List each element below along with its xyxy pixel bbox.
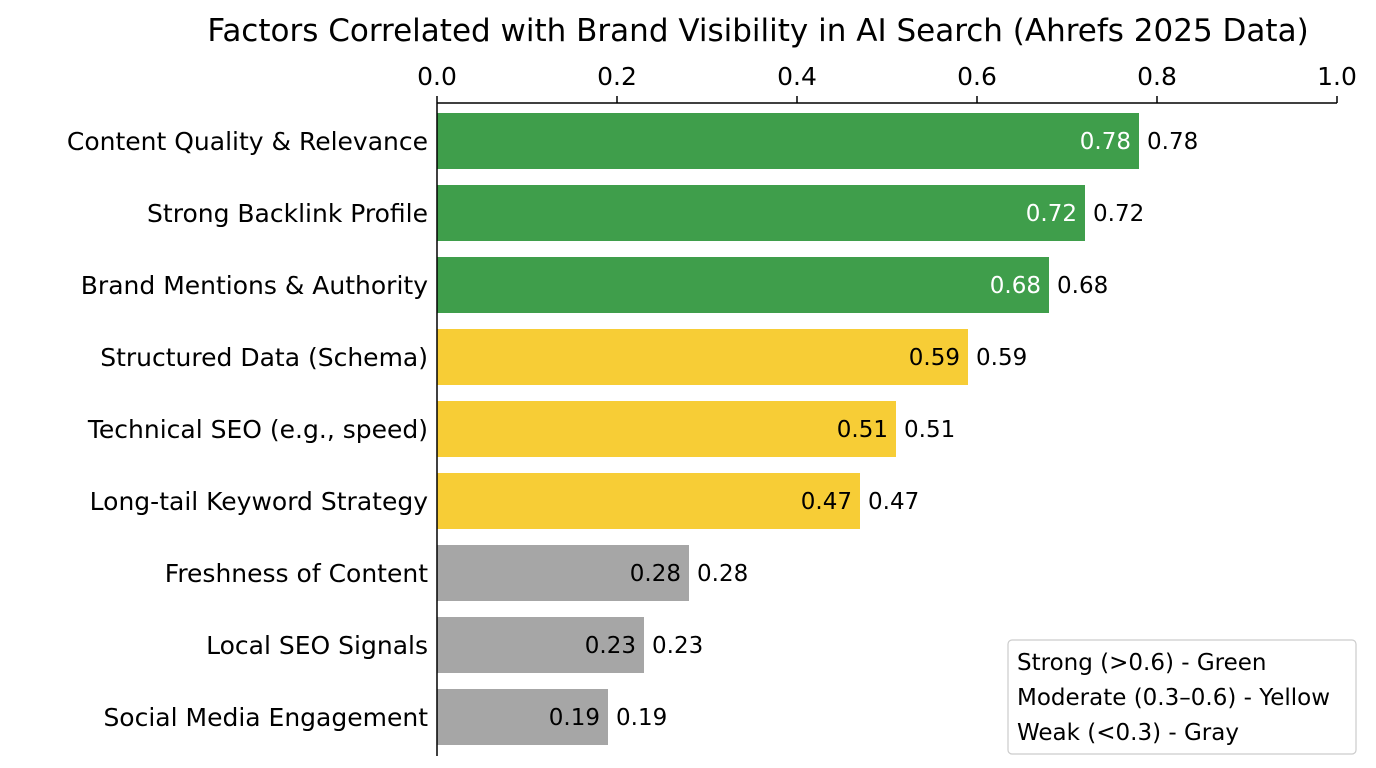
bar-inner-value-label: 0.47: [801, 489, 852, 515]
legend-entry-strong: Strong (>0.6) - Green: [1017, 650, 1267, 676]
category-label: Long-tail Keyword Strategy: [90, 487, 429, 516]
bar: [437, 617, 644, 673]
bar: [437, 329, 968, 385]
bar: [437, 185, 1085, 241]
bar-inner-value-label: 0.28: [630, 561, 681, 587]
category-label: Content Quality & Relevance: [67, 127, 428, 156]
bar-inner-value-label: 0.59: [909, 345, 960, 371]
bar-value-label: 0.28: [697, 561, 748, 587]
bar: [437, 473, 860, 529]
x-tick-label: 0.0: [417, 62, 457, 91]
bar-value-label: 0.59: [976, 345, 1027, 371]
bar-value-label: 0.47: [868, 489, 919, 515]
x-tick-label: 0.8: [1137, 62, 1177, 91]
x-tick-label: 1.0: [1317, 62, 1357, 91]
chart-title: Factors Correlated with Brand Visibility…: [207, 13, 1308, 49]
bar: [437, 113, 1139, 169]
legend-entry-weak: Weak (<0.3) - Gray: [1017, 720, 1239, 746]
bar-value-label: 0.51: [904, 417, 955, 443]
category-label: Structured Data (Schema): [100, 343, 428, 372]
bar-inner-value-label: 0.23: [585, 633, 636, 659]
bar-inner-value-label: 0.19: [549, 705, 600, 731]
x-tick-label: 0.6: [957, 62, 997, 91]
category-label: Freshness of Content: [165, 559, 428, 588]
x-tick-label: 0.2: [597, 62, 637, 91]
bar-inner-value-label: 0.68: [990, 273, 1041, 299]
category-label: Local SEO Signals: [206, 631, 428, 660]
category-label: Strong Backlink Profile: [147, 199, 428, 228]
bar-value-label: 0.68: [1057, 273, 1108, 299]
legend-box: [1007, 639, 1357, 755]
category-label: Technical SEO (e.g., speed): [87, 415, 428, 444]
legend-entry-moderate: Moderate (0.3–0.6) - Yellow: [1017, 685, 1330, 711]
x-tick-label: 0.4: [777, 62, 817, 91]
bar-inner-value-label: 0.51: [837, 417, 888, 443]
bar-inner-value-label: 0.78: [1080, 129, 1131, 155]
bar-inner-value-label: 0.72: [1026, 201, 1077, 227]
legend: Strong (>0.6) - Green Moderate (0.3–0.6)…: [1007, 639, 1357, 755]
bar-value-label: 0.78: [1147, 129, 1198, 155]
bar-value-label: 0.19: [616, 705, 667, 731]
bar: [437, 545, 689, 601]
bar: [437, 401, 896, 457]
category-label: Social Media Engagement: [103, 703, 428, 732]
bar-value-label: 0.23: [652, 633, 703, 659]
category-label: Brand Mentions & Authority: [81, 271, 428, 300]
bar: [437, 257, 1049, 313]
bar-value-label: 0.72: [1093, 201, 1144, 227]
bar: [437, 689, 608, 745]
